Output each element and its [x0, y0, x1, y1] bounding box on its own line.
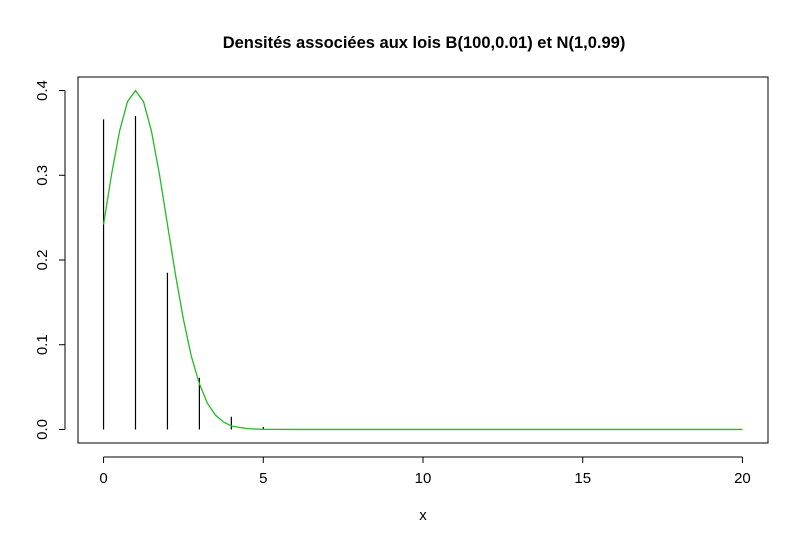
- y-tick-label-2: 0.2: [34, 250, 51, 271]
- y-tick-label-4: 0.4: [34, 80, 51, 101]
- y-axis: 0.0 0.1 0.2 0.3 0.4: [34, 80, 66, 440]
- normal-density-curve: [102, 89, 743, 431]
- plot-marks: [102, 89, 743, 431]
- plot-frame: [77, 76, 769, 444]
- y-tick-label-0: 0.0: [34, 419, 51, 440]
- x-tick-label-10: 10: [415, 470, 432, 487]
- x-axis: 0 5 10 15 20: [99, 456, 751, 487]
- chart-title: Densités associées aux lois B(100,0.01) …: [223, 34, 626, 52]
- x-tick-label-15: 15: [574, 470, 591, 487]
- x-tick-label-5: 5: [259, 470, 267, 487]
- x-tick-label-20: 20: [734, 470, 751, 487]
- y-tick-label-3: 0.3: [34, 165, 51, 186]
- y-tick-label-1: 0.1: [34, 334, 51, 355]
- x-axis-label: x: [419, 507, 427, 524]
- x-tick-label-0: 0: [99, 470, 107, 487]
